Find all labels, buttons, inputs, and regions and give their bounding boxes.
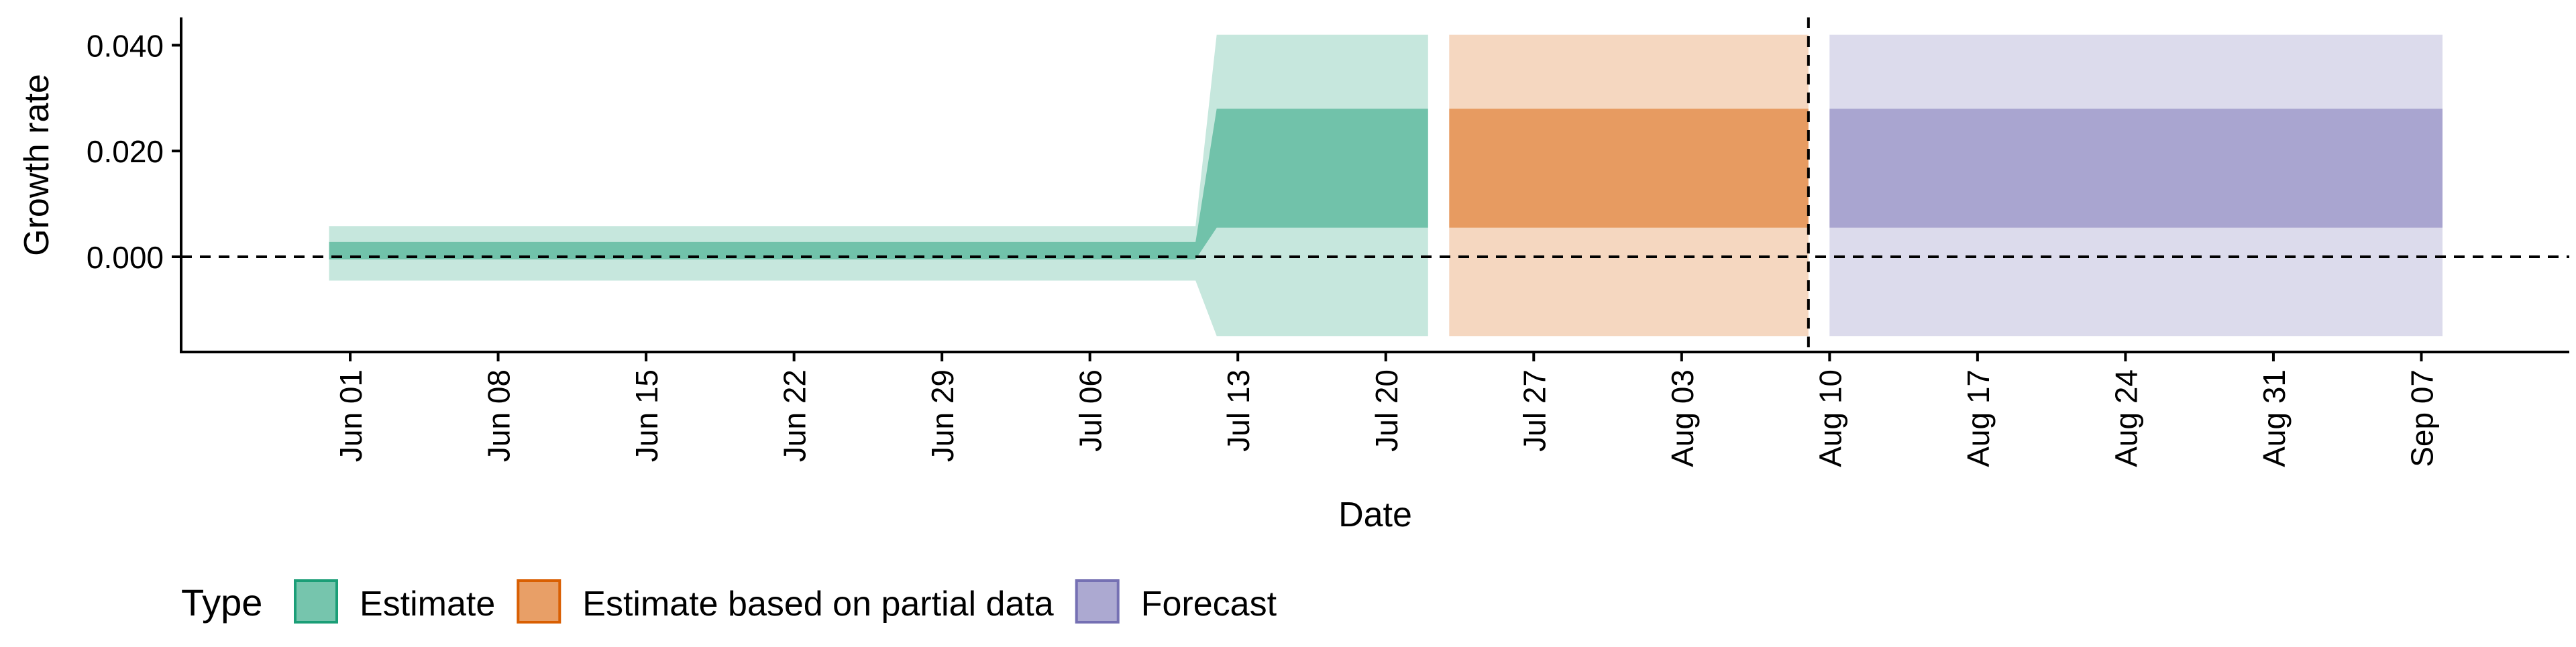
legend-title: Type <box>181 581 262 624</box>
x-tick-label: Jun 08 <box>482 369 517 462</box>
x-tick-label: Jul 13 <box>1221 369 1256 452</box>
forecast-50-band <box>1829 109 2443 228</box>
x-tick-label: Jul 20 <box>1369 369 1404 452</box>
estimate-legend-label: Estimate <box>360 585 495 624</box>
x-tick-label: Aug 31 <box>2257 369 2292 467</box>
x-tick-label: Jul 06 <box>1073 369 1108 452</box>
estimate-based-on-partial-data-50-band <box>1449 109 1809 228</box>
x-tick-label: Sep 07 <box>2404 369 2439 467</box>
y-tick-label: 0.000 <box>87 240 164 275</box>
x-tick-label: Jul 27 <box>1517 369 1552 452</box>
x-tick-label: Aug 03 <box>1665 369 1700 467</box>
forecast-legend-label: Forecast <box>1141 585 1277 624</box>
estimate-based-on-partial-data-legend-key <box>517 579 561 624</box>
axes <box>180 17 2569 353</box>
estimate-legend-key <box>294 579 338 624</box>
x-tick-label: Aug 10 <box>1813 369 1847 467</box>
x-tick-label: Jun 29 <box>925 369 960 462</box>
reference-lines <box>181 17 2569 352</box>
x-tick-label: Jun 01 <box>333 369 368 462</box>
estimate-50-band <box>329 109 1428 259</box>
y-tick-label: 0.020 <box>87 134 164 169</box>
x-axis-ticks: Jun 01 Jun 08 Jun 15 Jun 22 Jun 29 Jul 06 Jul … <box>333 352 2439 467</box>
y-tick-label: 0.040 <box>87 28 164 63</box>
legend: Type Estimate Estimate based on partial d… <box>181 579 1277 624</box>
x-tick-label: Aug 24 <box>2108 369 2143 467</box>
y-axis-label: Growth rate <box>17 74 56 256</box>
x-tick-label: Jun 22 <box>777 369 812 462</box>
y-axis-ticks: 0.000 0.020 0.040 <box>87 28 181 275</box>
x-tick-label: Aug 17 <box>1961 369 1996 467</box>
ribbon-bands <box>329 34 2443 337</box>
estimate-90-band <box>329 34 1428 337</box>
x-axis-label: Date <box>1338 495 1412 534</box>
x-tick-label: Jun 15 <box>629 369 664 462</box>
estimate-based-on-partial-data-legend-label: Estimate based on partial data <box>582 585 1054 624</box>
forecast-legend-key <box>1075 579 1120 624</box>
